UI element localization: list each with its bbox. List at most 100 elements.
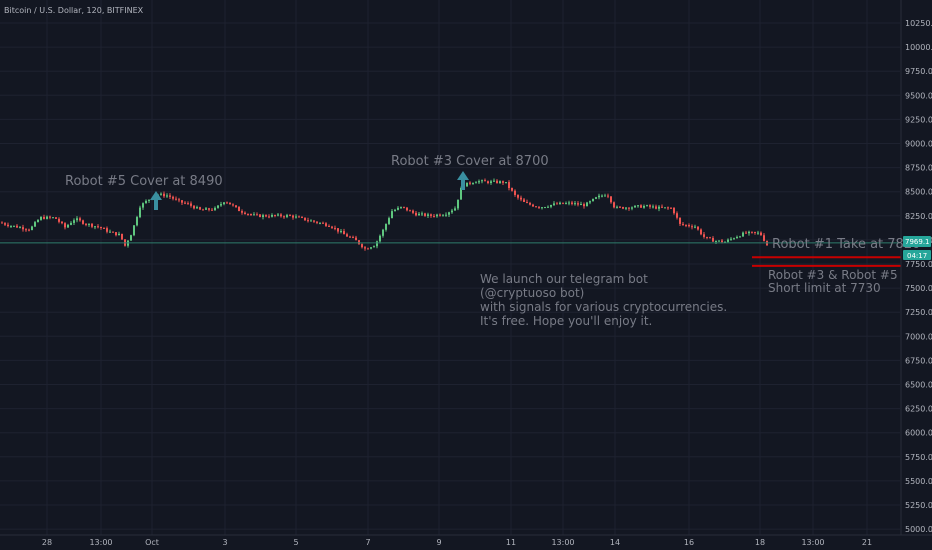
candle-body [166, 195, 168, 197]
candle-body [76, 218, 78, 221]
candle-body [406, 207, 408, 211]
time-axis-ticks: 28 13:00 Oct 3 5 7 9 11 13:00 14 16 18 13:00 21 [42, 538, 872, 547]
price-tick-label: 5750.00 [905, 453, 932, 462]
candle-body [490, 181, 492, 184]
candle-body [142, 203, 144, 208]
candle-body [724, 241, 726, 243]
up-arrow-icon [150, 191, 162, 210]
candle-body [541, 207, 543, 209]
candle-body [223, 202, 225, 205]
candle-body [622, 207, 624, 209]
candle-body [502, 181, 504, 183]
candle-body [379, 235, 381, 242]
candle-body [376, 241, 378, 247]
candle-body [274, 214, 276, 216]
candle-body [751, 231, 753, 233]
candle-body [427, 214, 429, 216]
candle-body [121, 233, 123, 240]
candle-body [31, 226, 33, 231]
candle-body [328, 225, 330, 227]
candle-body [202, 209, 204, 211]
time-tick-label: Oct [145, 538, 159, 547]
candle-body [271, 214, 273, 217]
candle-body [247, 213, 249, 215]
candle-body [577, 203, 579, 205]
candle-body [613, 202, 615, 208]
candle-body [634, 205, 636, 208]
candle-body [700, 229, 702, 235]
candle-body [13, 225, 15, 227]
candle-body [346, 234, 348, 237]
candle-body [559, 202, 561, 205]
candle-body [301, 216, 303, 218]
candle-body [607, 195, 609, 197]
candle-body [517, 194, 519, 198]
candle-body [256, 214, 258, 216]
candle-body [442, 215, 444, 217]
candle-body [148, 199, 150, 201]
time-axis[interactable] [0, 535, 932, 550]
candle-body [511, 187, 513, 191]
candle-body [100, 226, 102, 228]
candle-body [484, 180, 486, 182]
candle-body [526, 201, 528, 203]
svg-text:7969.1: 7969.1 [905, 238, 930, 246]
candle-body [628, 207, 630, 209]
candle-body [238, 206, 240, 212]
candle-body [565, 203, 567, 205]
price-tick-label: 7750.00 [905, 260, 932, 269]
candle-body [418, 213, 420, 216]
candle-body [244, 212, 246, 214]
candle-body [118, 233, 120, 236]
candle-body [637, 205, 639, 207]
candle-body [4, 223, 6, 225]
candle-body [259, 214, 261, 217]
candle-body [676, 213, 678, 218]
candle-body [742, 232, 744, 237]
candle-body [64, 223, 66, 228]
price-tick-label: 10250.00 [905, 19, 932, 28]
time-tick-label: 13:00 [89, 538, 112, 547]
candle-body [718, 240, 720, 242]
candle-body [619, 206, 621, 208]
candle-body [109, 231, 111, 233]
candle-body [73, 220, 75, 223]
price-axis[interactable] [901, 0, 932, 535]
candle-body [499, 181, 501, 183]
candle-body [262, 215, 264, 217]
candle-body [505, 182, 507, 184]
annotation-short-limit-1: Robot #3 & Robot #5 [768, 268, 898, 282]
price-tick-label: 6750.00 [905, 356, 932, 365]
price-tick-label: 6250.00 [905, 405, 932, 414]
candle-body [160, 193, 162, 195]
candle-body [187, 203, 189, 205]
candle-body [352, 237, 354, 239]
candle-body [538, 206, 540, 208]
candle-body [457, 199, 459, 209]
candle-body [757, 232, 759, 234]
candle-body [181, 200, 183, 203]
candle-body [70, 222, 72, 225]
candle-body [580, 204, 582, 206]
candle-body [253, 214, 255, 216]
candle-body [295, 216, 297, 218]
candle-body [10, 225, 12, 227]
candle-body [469, 182, 471, 184]
candle-body [139, 207, 141, 218]
candle-body [19, 227, 21, 229]
price-tick-label: 9250.00 [905, 115, 932, 124]
candle-body [478, 181, 480, 183]
candle-body [610, 196, 612, 203]
time-tick-label: 11 [506, 538, 516, 547]
candle-body [205, 208, 207, 210]
candle-body [583, 204, 585, 207]
candle-body [208, 208, 210, 210]
candle-body [55, 217, 57, 219]
candle-body [706, 236, 708, 238]
candle-body [373, 246, 375, 248]
candle-body [184, 202, 186, 204]
time-tick-label: 7 [365, 538, 370, 547]
candle-body [178, 199, 180, 201]
candle-body [40, 216, 42, 220]
